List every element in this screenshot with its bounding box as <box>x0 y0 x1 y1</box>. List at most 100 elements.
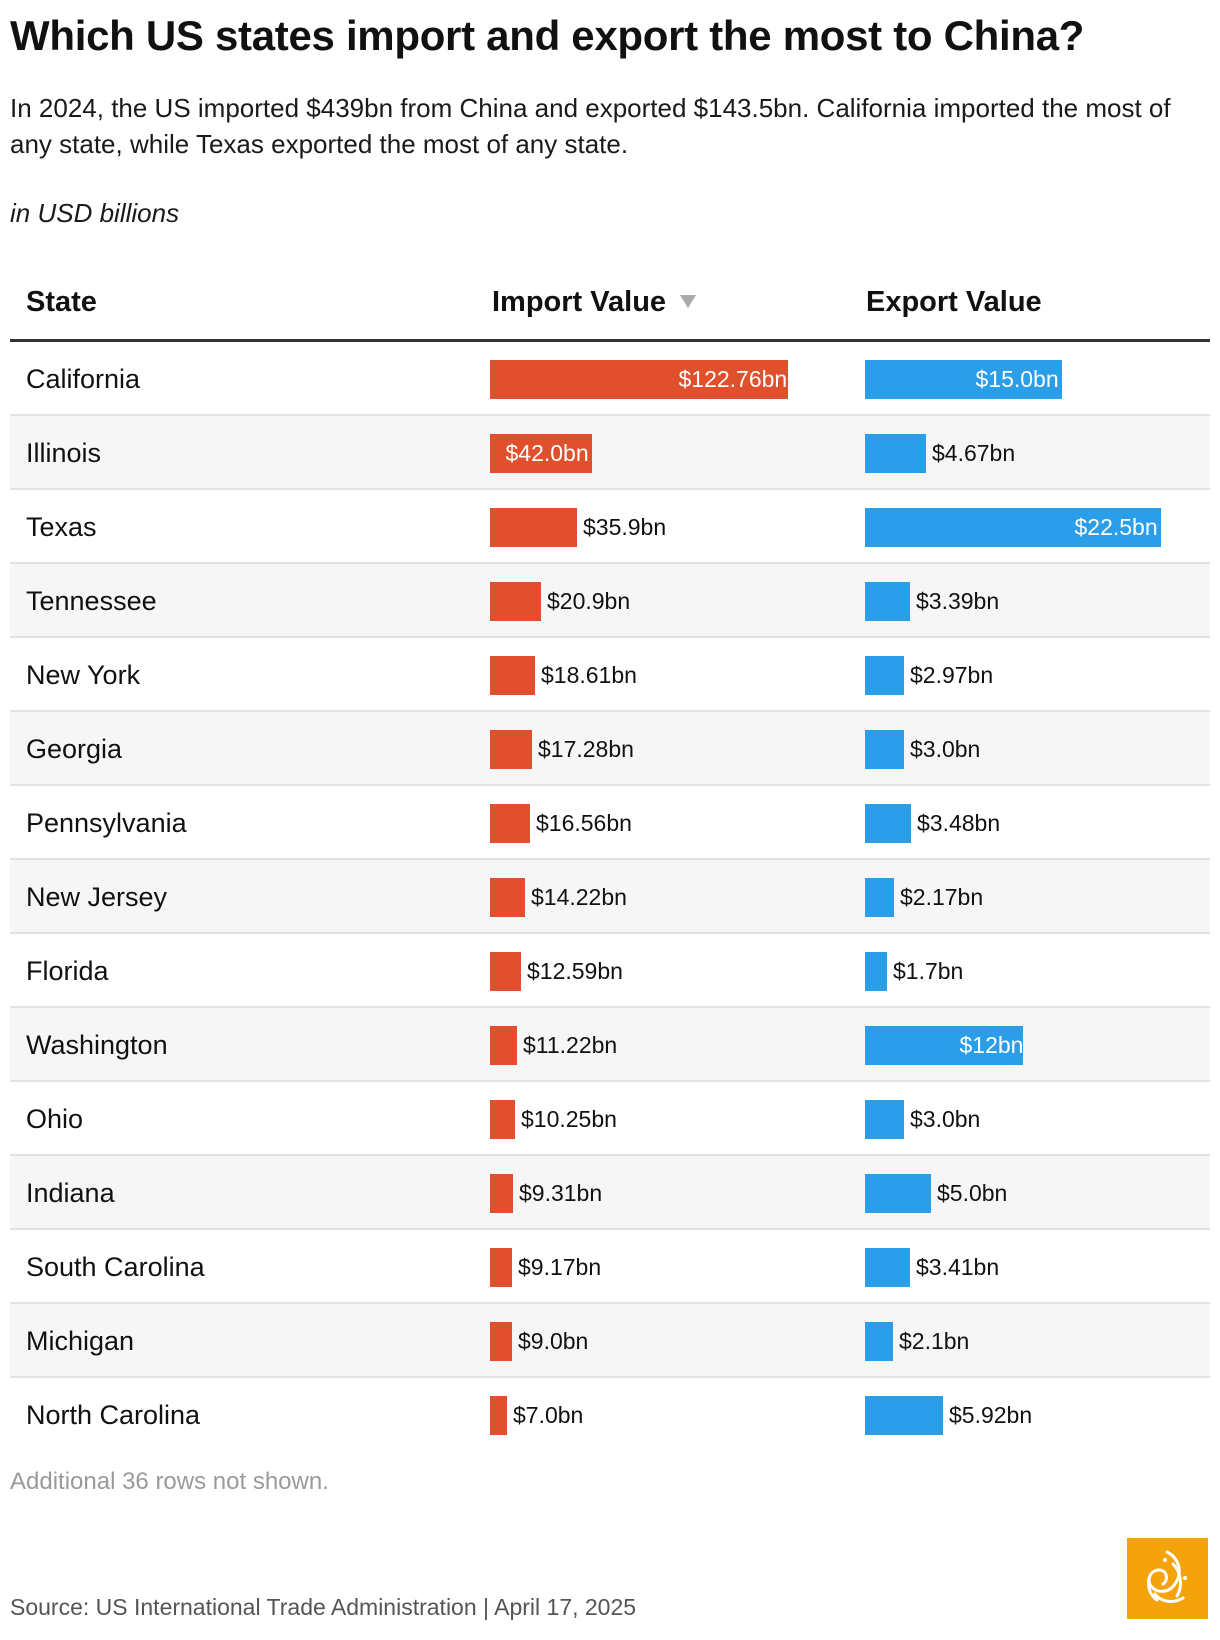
units-note: in USD billions <box>10 198 180 228</box>
column-header-state[interactable]: State <box>26 286 97 318</box>
import-bar <box>490 434 592 473</box>
export-bar <box>865 656 904 695</box>
export-value-label: $2.1bn <box>899 1328 970 1354</box>
state-name: Texas <box>26 512 97 542</box>
state-name: Tennessee <box>26 586 157 616</box>
table-row: Illinois $42.0bn $4.67bn <box>10 416 1210 490</box>
export-value-label: $5.92bn <box>949 1402 1033 1428</box>
state-name: New York <box>26 660 141 690</box>
import-value-label: $17.28bn <box>538 736 634 762</box>
export-value-label: $3.48bn <box>917 810 1001 836</box>
export-value-label: $22.5bn <box>1074 514 1158 540</box>
export-bar <box>865 878 894 917</box>
import-value-label: $18.61bn <box>541 662 637 688</box>
import-value-label: $20.9bn <box>547 588 631 614</box>
rows-not-shown-note: Additional 36 rows not shown. <box>10 1468 329 1495</box>
export-bar <box>865 952 887 991</box>
export-value-label: $2.97bn <box>910 662 994 688</box>
table-row: Georgia $17.28bn $3.0bn <box>10 712 1210 786</box>
export-bar <box>865 1396 943 1435</box>
sort-descending-icon[interactable] <box>680 294 697 308</box>
column-header-import-label: Import Value <box>492 286 667 318</box>
import-value-label: $11.22bn <box>523 1032 618 1058</box>
export-value-label: $15.0bn <box>975 366 1059 392</box>
export-bar <box>865 1174 931 1213</box>
import-bar <box>490 878 525 917</box>
table-body: California $122.76bn $15.0bn Illinois $42.0b… <box>10 342 1210 1452</box>
import-bar <box>490 1026 517 1065</box>
state-name: South Carolina <box>26 1252 205 1282</box>
import-value-label: $122.76bn <box>678 366 788 392</box>
export-value-label: $1.7bn <box>893 958 964 984</box>
chart-subtitle: In 2024, the US imported $439bn from Chi… <box>10 93 1171 159</box>
export-bar <box>865 434 926 473</box>
export-bar <box>865 804 911 843</box>
export-value-label: $3.0bn <box>910 1106 981 1132</box>
table-row: New York $18.61bn $2.97bn <box>10 638 1210 712</box>
export-value-label: $3.39bn <box>916 588 1000 614</box>
export-bar <box>865 1248 910 1287</box>
state-name: California <box>26 364 141 394</box>
import-bar <box>490 1100 515 1139</box>
table-header: State Import Value Export Value <box>10 280 1210 342</box>
import-bar <box>490 1174 513 1213</box>
import-value-label: $14.22bn <box>531 884 627 910</box>
export-value-label: $3.0bn <box>910 736 981 762</box>
import-bar <box>490 508 577 547</box>
import-bar <box>490 1248 512 1287</box>
column-header-export[interactable]: Export Value <box>866 286 1042 318</box>
table-row: Tennessee $20.9bn $3.39bn <box>10 564 1210 638</box>
table-row: California $122.76bn $15.0bn <box>10 342 1210 416</box>
import-value-label: $12.59bn <box>527 958 623 984</box>
export-value-label: $5.0bn <box>937 1180 1008 1206</box>
import-value-label: $16.56bn <box>536 810 632 836</box>
state-name: Florida <box>26 956 109 986</box>
table-row: North Carolina $7.0bn $5.92bn <box>10 1378 1210 1452</box>
table-row: Michigan $9.0bn $2.1bn <box>10 1304 1210 1378</box>
table-row: Washington $11.22bn $12bn <box>10 1008 1210 1082</box>
export-value-label: $2.17bn <box>900 884 984 910</box>
import-value-label: $35.9bn <box>583 514 667 540</box>
export-bar <box>865 1100 904 1139</box>
table-row: Pennsylvania $16.56bn $3.48bn <box>10 786 1210 860</box>
al-jazeera-logo-icon <box>1127 1538 1208 1619</box>
export-bar <box>865 1026 1023 1065</box>
import-value-label: $7.0bn <box>513 1402 584 1428</box>
state-name: Georgia <box>26 734 123 764</box>
state-name: Indiana <box>26 1178 115 1208</box>
import-bar <box>490 656 535 695</box>
chart-title: Which US states import and export the mo… <box>10 12 1085 59</box>
state-name: Michigan <box>26 1326 135 1356</box>
export-bar <box>865 730 904 769</box>
table-row: Florida $12.59bn $1.7bn <box>10 934 1210 1008</box>
state-name: North Carolina <box>26 1400 201 1430</box>
export-bar <box>865 582 910 621</box>
import-value-label: $9.0bn <box>518 1328 589 1354</box>
state-name: New Jersey <box>26 882 168 912</box>
import-bar <box>490 804 530 843</box>
import-bar <box>490 730 532 769</box>
import-bar <box>490 952 521 991</box>
export-value-label: $12bn <box>959 1032 1024 1058</box>
export-value-label: $3.41bn <box>916 1254 1000 1280</box>
export-bar <box>865 1322 893 1361</box>
table-row: Texas $35.9bn $22.5bn <box>10 490 1210 564</box>
source-note: Source: US International Trade Administr… <box>10 1594 637 1620</box>
state-name: Washington <box>26 1030 168 1060</box>
table-row: Ohio $10.25bn $3.0bn <box>10 1082 1210 1156</box>
import-bar <box>490 360 788 399</box>
import-value-label: $42.0bn <box>505 440 589 466</box>
table-row: South Carolina $9.17bn $3.41bn <box>10 1230 1210 1304</box>
state-name: Illinois <box>26 438 102 468</box>
import-bar <box>490 582 541 621</box>
import-bar <box>490 1396 507 1435</box>
export-bar <box>865 508 1161 547</box>
import-value-label: $9.31bn <box>519 1180 603 1206</box>
import-value-label: $9.17bn <box>518 1254 602 1280</box>
import-value-label: $10.25bn <box>521 1106 617 1132</box>
export-bar <box>865 360 1062 399</box>
column-header-import[interactable]: Import Value <box>492 286 697 319</box>
import-bar <box>490 1322 512 1361</box>
table-row: New Jersey $14.22bn $2.17bn <box>10 860 1210 934</box>
state-name: Ohio <box>26 1104 84 1134</box>
